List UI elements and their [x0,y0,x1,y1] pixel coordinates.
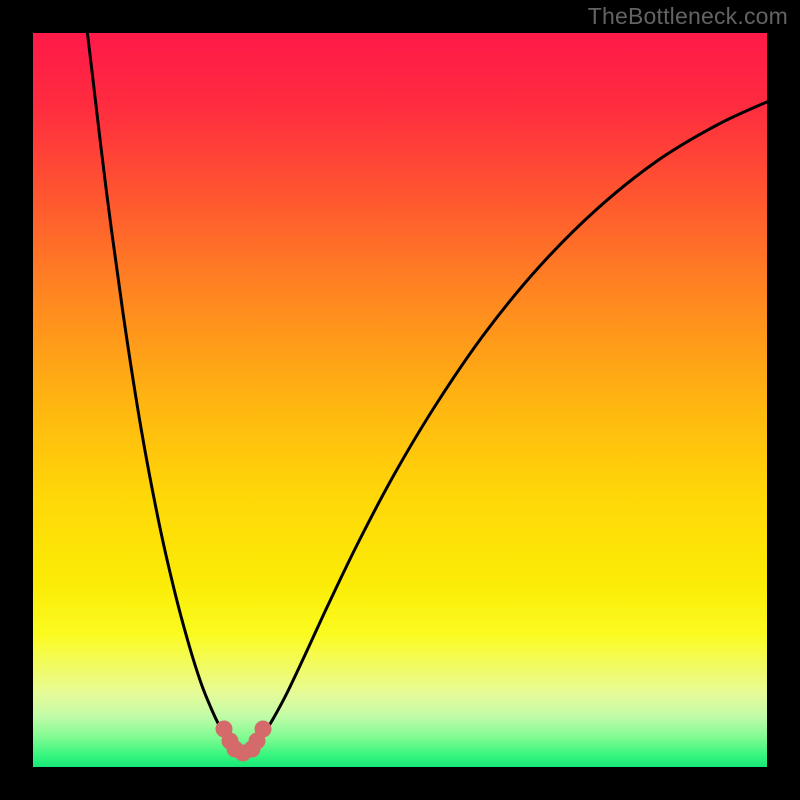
outer-black-frame: TheBottleneck.com [0,0,800,800]
watermark-text: TheBottleneck.com [588,3,788,30]
chart-svg [33,33,767,767]
gradient-background [33,33,767,767]
minimum-marker-dot [255,721,272,738]
plot-area [33,33,767,767]
